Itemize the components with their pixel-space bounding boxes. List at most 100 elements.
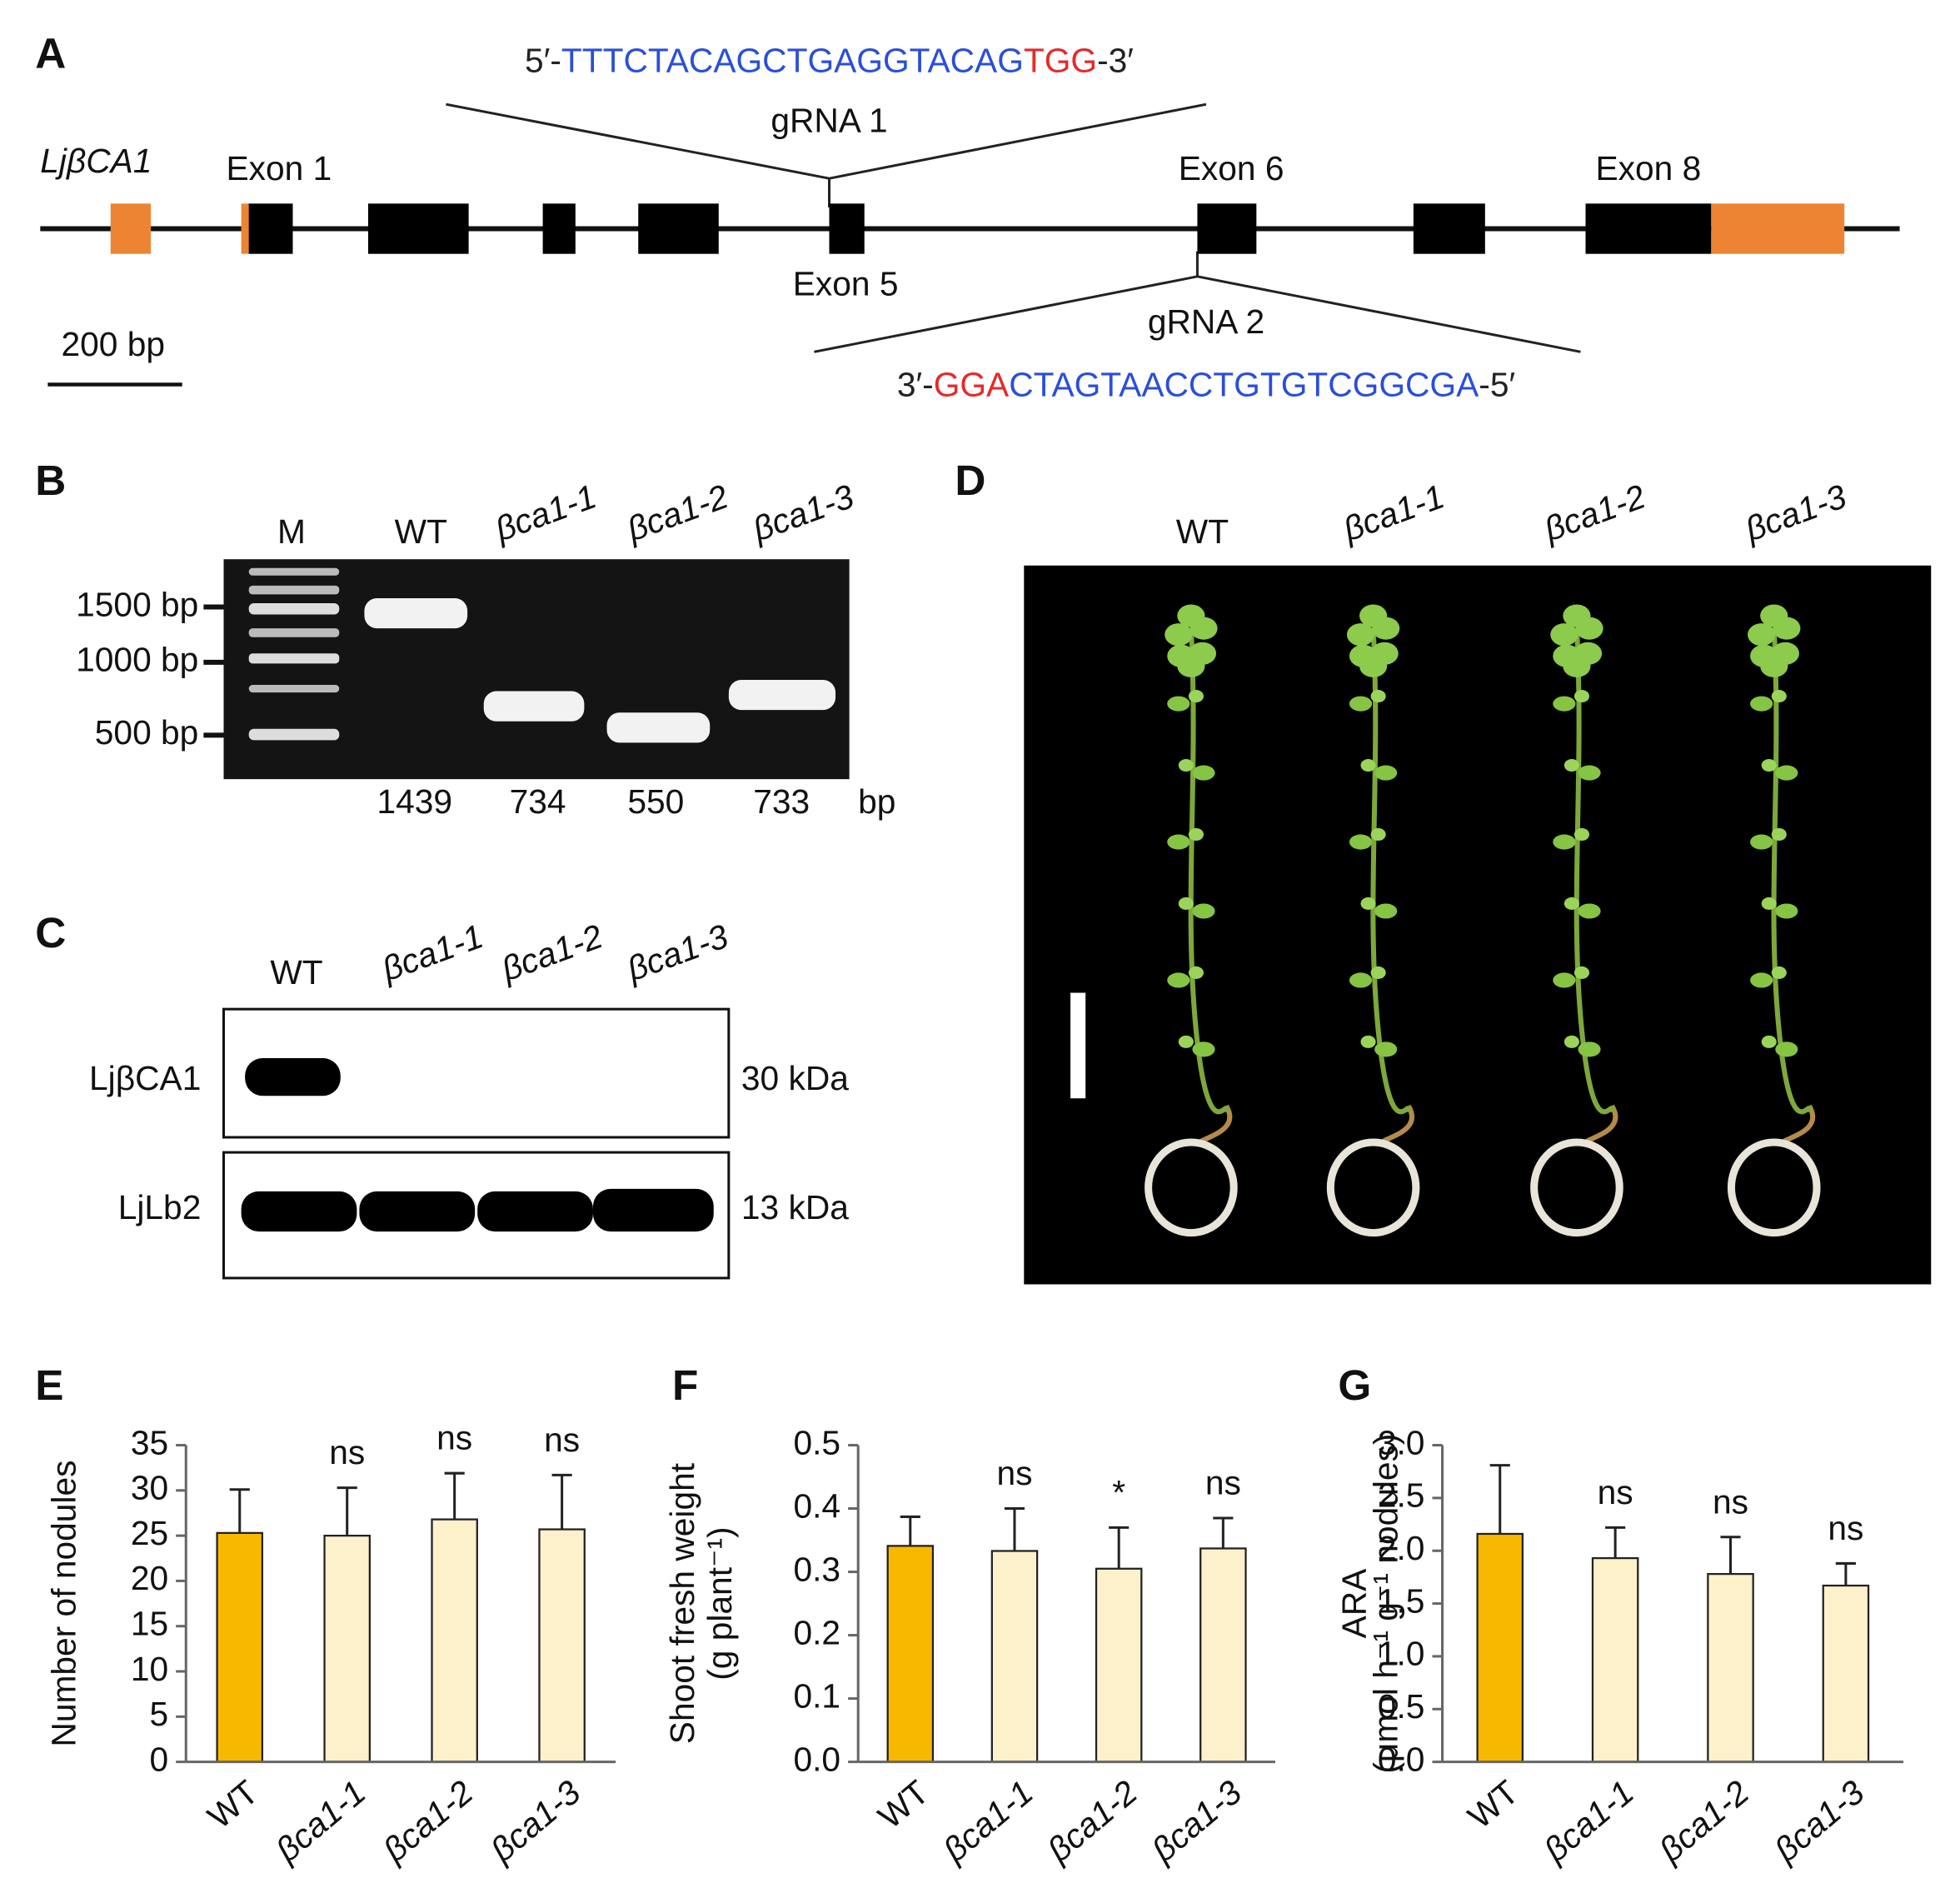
- x-tick-label: βca1-1: [935, 1773, 1040, 1870]
- gene-model: [110, 203, 1845, 254]
- leaf: [1553, 696, 1576, 712]
- leaf: [1564, 759, 1579, 772]
- gel: [223, 559, 850, 780]
- significance: ns: [1205, 1463, 1241, 1501]
- leaf: [1178, 897, 1194, 911]
- grna-lines: [446, 102, 1581, 353]
- significance: ns: [436, 1419, 472, 1457]
- x-tick-label: WT: [871, 1773, 936, 1836]
- y-tick-label: 35: [131, 1423, 168, 1461]
- stem: [1370, 627, 1412, 1115]
- lane-label: βca1-3: [621, 917, 734, 988]
- x-tick-label: βca1-2: [1040, 1772, 1145, 1870]
- leaf: [1188, 827, 1204, 842]
- gene-name: LjβCA1: [40, 142, 152, 180]
- leaf: [1178, 759, 1194, 772]
- bar: [216, 1531, 264, 1763]
- seq-target: TTTCTACAGCTGAGGTACAG: [561, 41, 1024, 79]
- significance: ns: [544, 1421, 580, 1459]
- leaf: [1360, 759, 1376, 772]
- stem: [1573, 627, 1615, 1115]
- bar: [1199, 1547, 1247, 1763]
- x-tick-label: WT: [200, 1773, 265, 1836]
- leaf: [1750, 834, 1773, 850]
- leaf: [1775, 765, 1798, 781]
- size-unit: bp: [858, 782, 895, 821]
- leaf: [1349, 834, 1373, 850]
- bar: [1095, 1567, 1143, 1763]
- x-tick-label: βca1-2: [375, 1772, 480, 1870]
- scale-label: 200 bp: [62, 325, 166, 363]
- y-tick-label: 0.2: [793, 1613, 840, 1651]
- significance: ns: [1598, 1473, 1633, 1511]
- leaf: [1167, 972, 1190, 988]
- photo: [1024, 565, 1932, 1285]
- band-size: 734: [510, 782, 566, 821]
- y-tick-label: 0.1: [793, 1676, 840, 1715]
- leaf: [1750, 972, 1773, 988]
- leaf: [1771, 690, 1787, 703]
- leaf: [1177, 654, 1205, 677]
- leaf: [1563, 604, 1591, 627]
- panel-label: C: [35, 909, 66, 956]
- y-tick-label: 3.0: [1378, 1423, 1425, 1461]
- seq-pam: GGA: [934, 365, 1010, 403]
- panel-label: B: [35, 457, 66, 504]
- bar: [323, 1534, 371, 1763]
- leaf: [1563, 654, 1591, 677]
- leaf: [1761, 897, 1777, 911]
- x-tick-label: βca1-3: [482, 1772, 587, 1870]
- y-tick-label: 0: [149, 1740, 168, 1778]
- y-tick-label: 1.0: [1378, 1635, 1425, 1673]
- x-tick-label: WT: [1460, 1773, 1525, 1836]
- leaf: [1761, 1035, 1777, 1048]
- panel-label: D: [955, 457, 985, 504]
- leaf: [1370, 827, 1386, 842]
- leaf: [1760, 604, 1788, 627]
- leaf: [1775, 903, 1798, 919]
- bar: [538, 1528, 586, 1763]
- exon-label: Exon 5: [793, 265, 899, 303]
- bar: [886, 1545, 935, 1763]
- lane-label: M: [277, 512, 306, 551]
- root-loop: [1530, 1138, 1623, 1237]
- significance: ns: [1713, 1482, 1748, 1521]
- sequence: 3′-GGACTAGTAACCTGTGTCGGCGA-5′: [897, 365, 1515, 403]
- exon-label: Exon 1: [226, 149, 332, 187]
- y-tick-label: 0.0: [793, 1740, 840, 1778]
- root-loop: [1727, 1138, 1821, 1237]
- leaf: [1761, 759, 1777, 772]
- leaf: [1573, 966, 1590, 979]
- lane-label: βca1-1: [489, 477, 601, 548]
- mass-label: 30 kDa: [741, 1059, 849, 1097]
- photo-scale-bar: [1070, 992, 1086, 1099]
- exon-label: Exon 8: [1596, 149, 1702, 187]
- leaf: [1192, 765, 1215, 781]
- seq-prefix: 5′-: [525, 41, 561, 79]
- leaf: [1360, 1035, 1376, 1048]
- lane-label: WT: [1176, 512, 1229, 551]
- leaf: [1349, 972, 1373, 988]
- leaf: [1564, 897, 1579, 911]
- panel-label: A: [35, 29, 66, 77]
- seq-prefix: 3′-: [897, 365, 934, 403]
- y-tick-label: 10: [131, 1650, 168, 1688]
- lane-label: WT: [270, 953, 322, 991]
- y-tick-label: 0.0: [1378, 1740, 1425, 1778]
- y-tick-label: 5: [149, 1695, 168, 1733]
- row-label: LjLb2: [118, 1188, 202, 1226]
- marker-label: 500 bp: [95, 713, 199, 752]
- root-loop: [1145, 1138, 1238, 1237]
- seq-suffix: -5′: [1479, 365, 1515, 403]
- y-tick-label: 20: [131, 1559, 168, 1597]
- y-tick-label: 0.5: [793, 1423, 840, 1461]
- leaf: [1192, 903, 1215, 919]
- x-tick-label: βca1-1: [267, 1773, 372, 1870]
- y-tick-label: 0.5: [1378, 1687, 1425, 1726]
- leaf: [1564, 1035, 1579, 1048]
- lane-label: βca1-1: [1338, 477, 1449, 548]
- bar: [1591, 1556, 1639, 1763]
- x-tick-label: βca1-2: [1651, 1772, 1756, 1870]
- leaf: [1360, 897, 1376, 911]
